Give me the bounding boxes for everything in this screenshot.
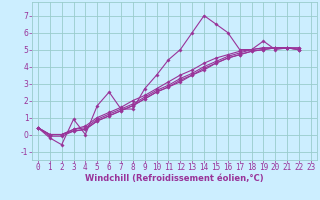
X-axis label: Windchill (Refroidissement éolien,°C): Windchill (Refroidissement éolien,°C) [85,174,264,183]
